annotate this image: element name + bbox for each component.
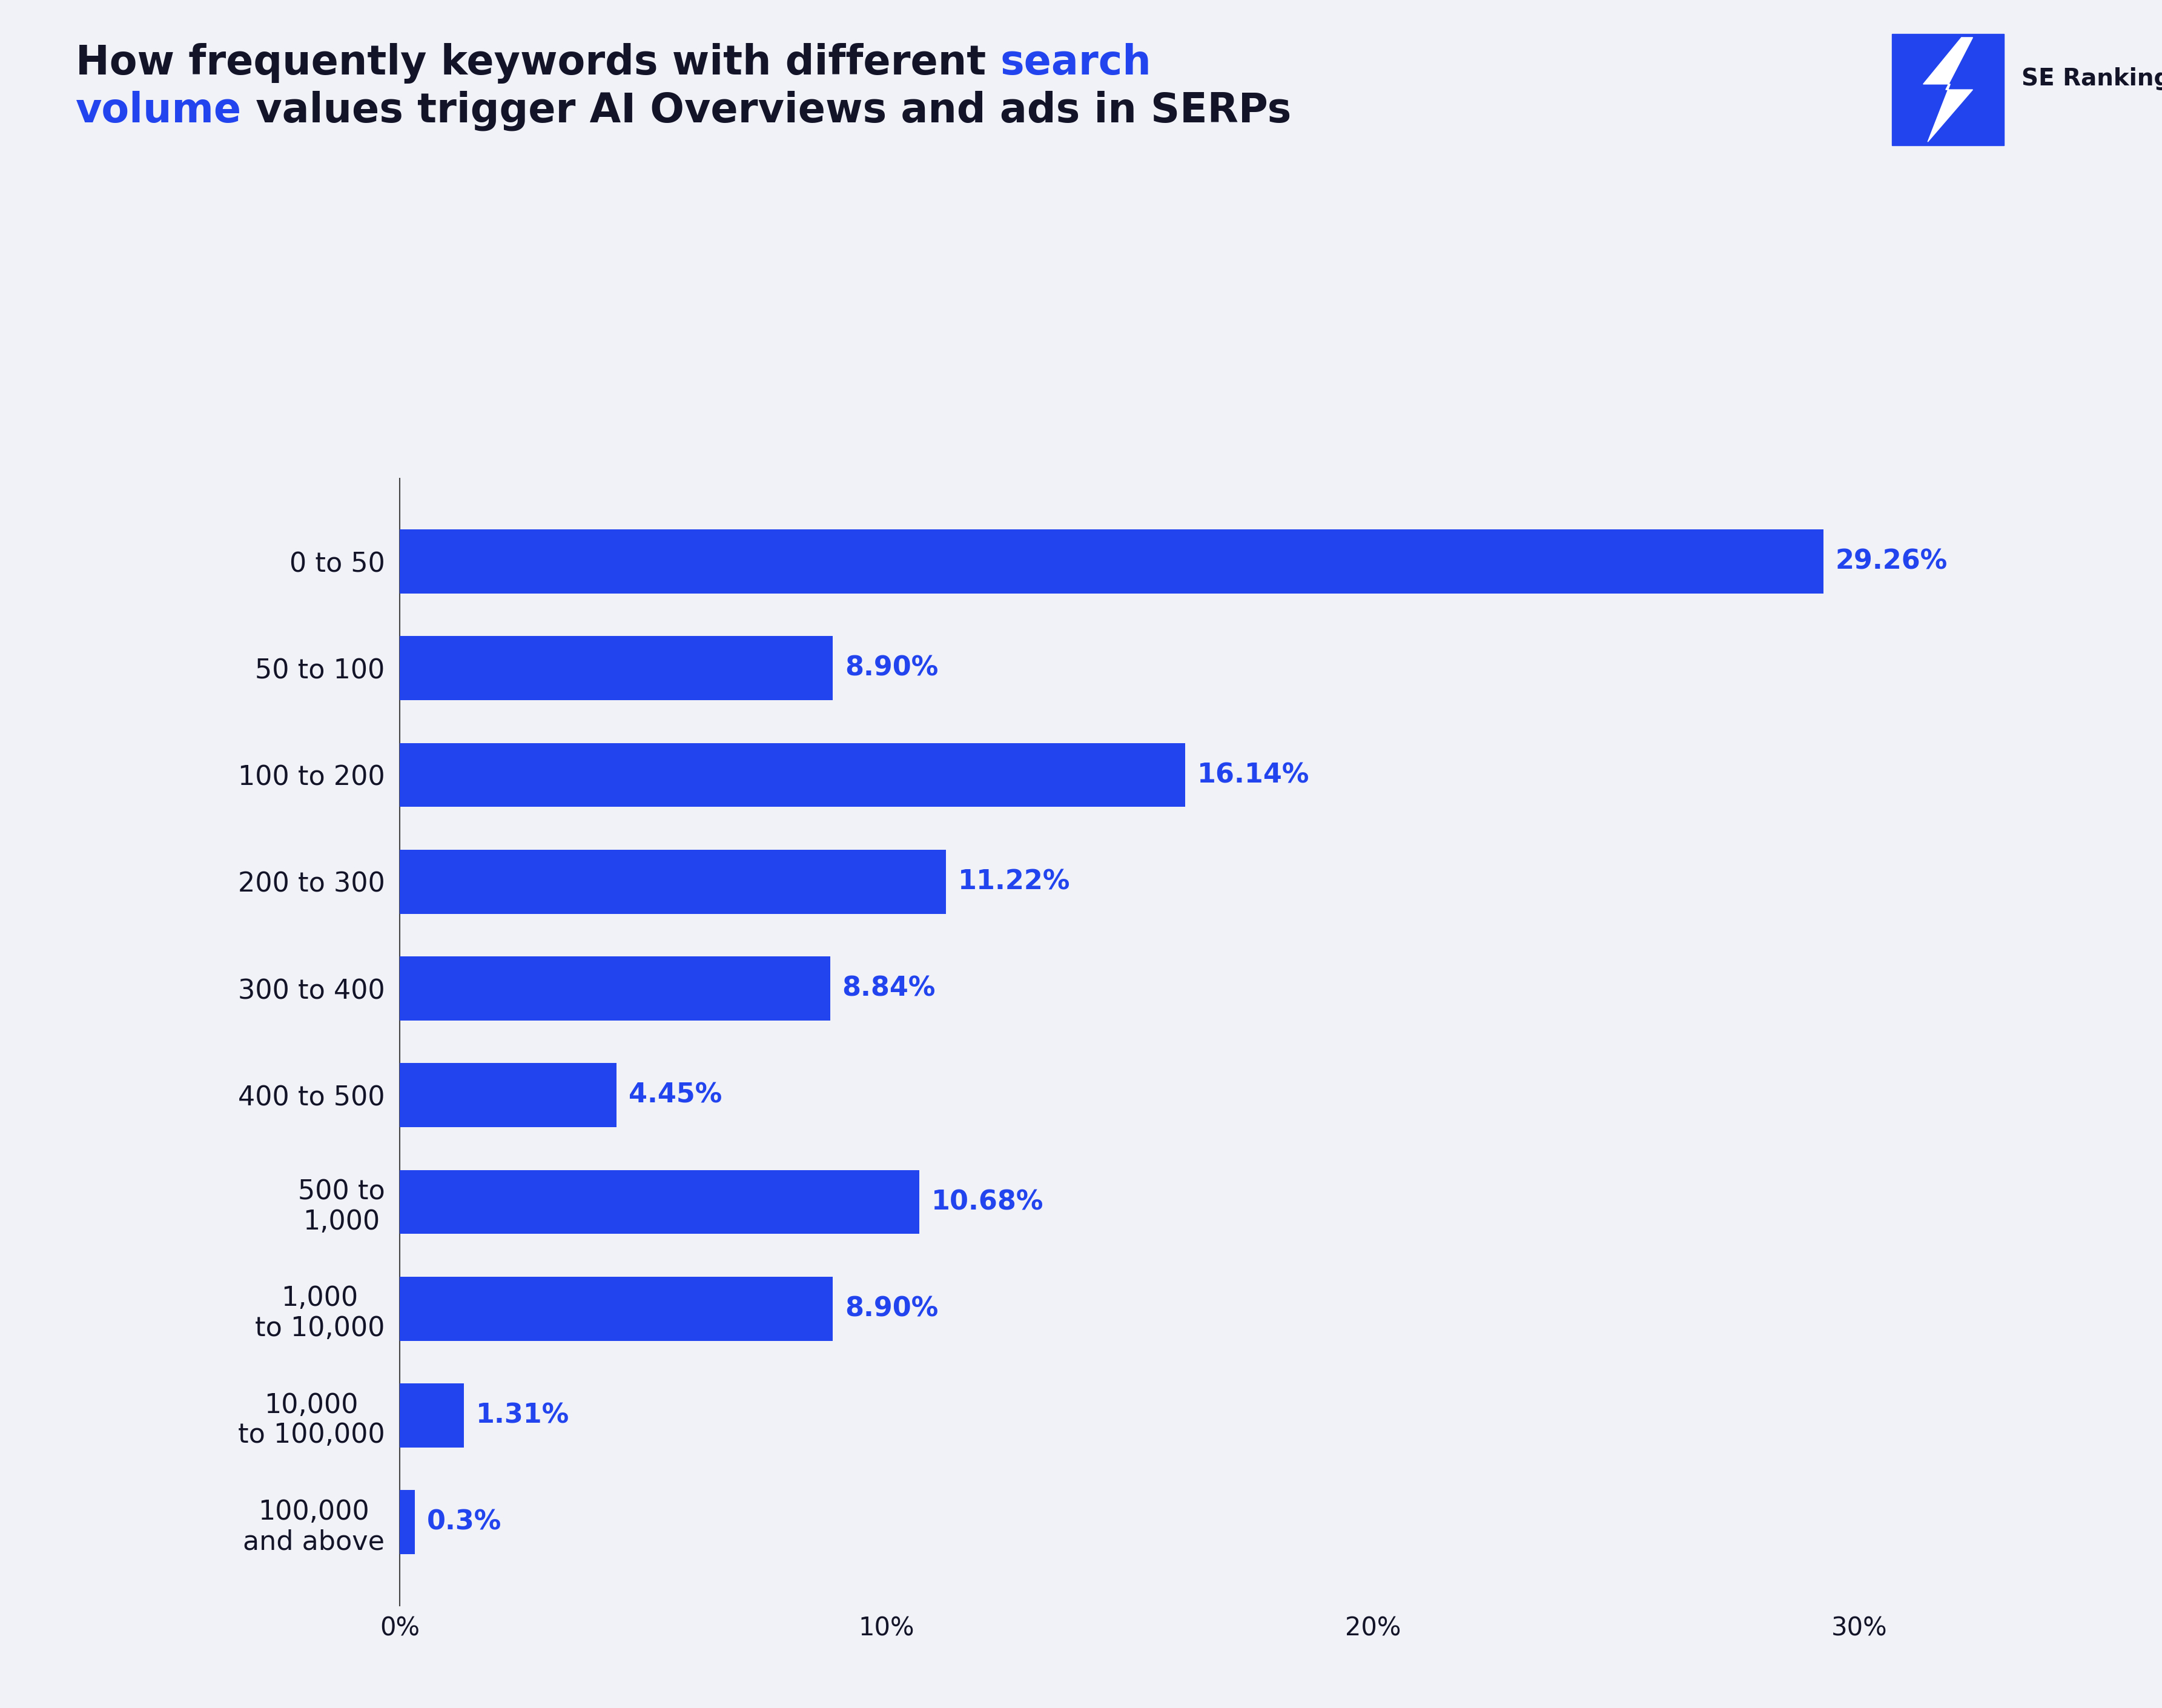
- Bar: [400, 1062, 616, 1127]
- Text: 29.26%: 29.26%: [1836, 548, 1948, 574]
- Text: 1.31%: 1.31%: [476, 1402, 569, 1428]
- Text: 8.90%: 8.90%: [845, 1296, 938, 1322]
- Text: SE Ranking: SE Ranking: [2021, 67, 2162, 91]
- Text: 8.90%: 8.90%: [845, 656, 938, 681]
- Text: 8.84%: 8.84%: [843, 975, 936, 1001]
- Bar: [400, 529, 1823, 594]
- Text: 4.45%: 4.45%: [629, 1083, 722, 1108]
- Bar: [400, 1278, 832, 1341]
- Polygon shape: [1924, 38, 1972, 142]
- Text: 16.14%: 16.14%: [1198, 762, 1310, 787]
- Text: 10.68%: 10.68%: [932, 1189, 1044, 1214]
- Bar: [400, 743, 1185, 808]
- Text: values trigger AI Overviews and ads in SERPs: values trigger AI Overviews and ads in S…: [242, 91, 1291, 132]
- Bar: [400, 1170, 919, 1233]
- Text: 0.3%: 0.3%: [426, 1510, 502, 1535]
- Text: 11.22%: 11.22%: [958, 869, 1070, 895]
- Text: How frequently keywords with different: How frequently keywords with different: [76, 43, 1001, 84]
- Bar: [400, 1383, 463, 1447]
- Bar: [400, 956, 830, 1020]
- Text: search: search: [1001, 43, 1152, 82]
- Bar: [400, 635, 832, 700]
- Bar: [400, 849, 945, 914]
- Text: volume: volume: [76, 91, 242, 130]
- Bar: [400, 1489, 415, 1554]
